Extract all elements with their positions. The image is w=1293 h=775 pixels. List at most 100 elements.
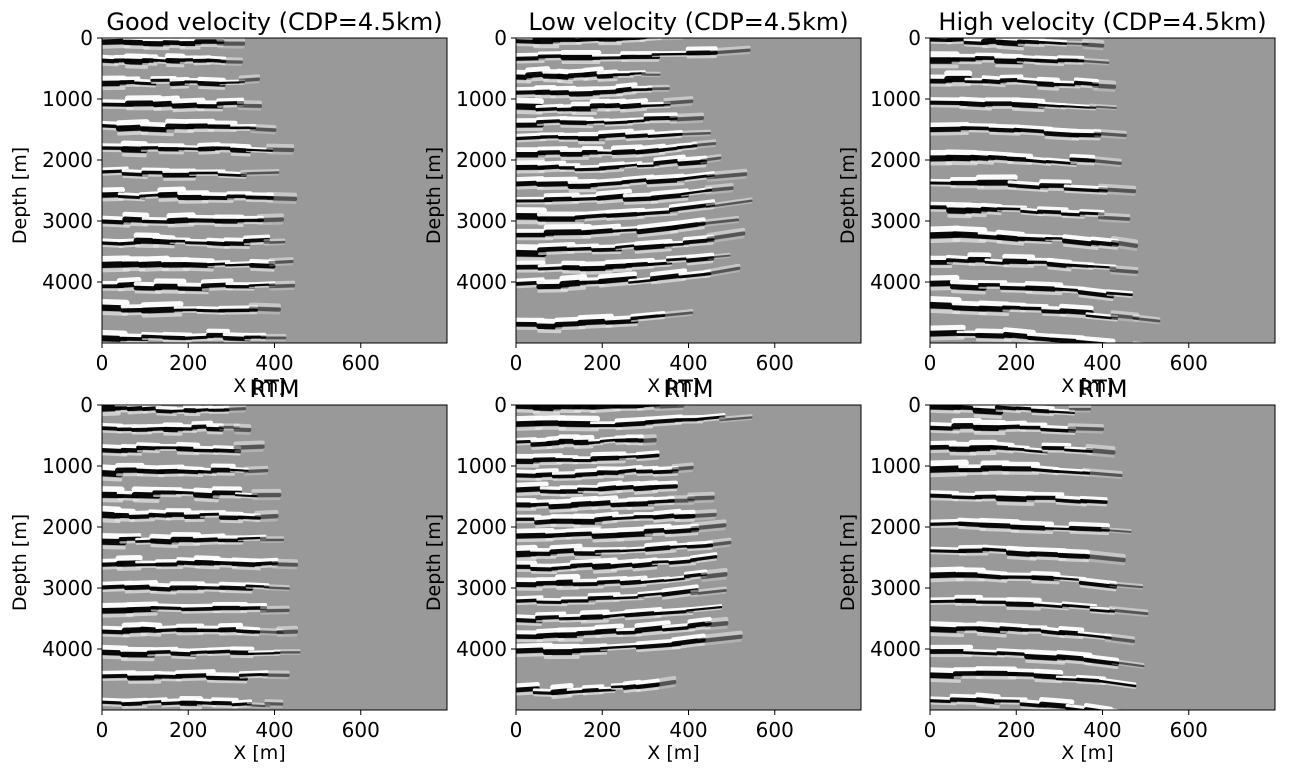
panel-title: Low velocity (CDP=4.5km) <box>528 8 848 36</box>
reflector-event <box>671 465 694 472</box>
reflector-event <box>249 311 281 315</box>
reflector-event <box>229 147 252 154</box>
reflector-event <box>1081 42 1105 48</box>
reflector-event <box>121 152 147 158</box>
reflector-event <box>217 622 244 629</box>
reflector-event <box>571 652 608 656</box>
reflector-event <box>1057 548 1091 555</box>
reflector-event <box>699 156 722 162</box>
reflector-event <box>638 400 658 402</box>
reflector-event <box>974 692 1001 700</box>
reflector-event <box>1058 625 1085 632</box>
reflector-event <box>707 252 731 257</box>
reflector-event <box>169 80 190 86</box>
reflector-event <box>688 626 711 632</box>
reflector-event <box>637 213 678 218</box>
reflector-event <box>1108 608 1149 616</box>
seismic-image <box>516 400 753 700</box>
reflector-event <box>102 223 131 228</box>
reflector-event <box>236 633 260 637</box>
reflector-event <box>240 171 280 175</box>
x-axis-label: X [m] <box>233 375 285 397</box>
reflector-event <box>1075 335 1116 343</box>
reflector-event <box>116 277 142 284</box>
reflector-event <box>1038 38 1068 43</box>
reflector-event <box>604 123 633 127</box>
reflector-event <box>102 38 132 40</box>
reflector-event <box>1111 663 1145 669</box>
reflector-event <box>140 301 184 309</box>
reflector-event <box>653 517 681 523</box>
reflector-event <box>516 557 537 562</box>
reflector-event <box>536 160 567 167</box>
reflector-event <box>687 495 715 501</box>
reflector-event <box>1045 162 1077 167</box>
reflector-event <box>1109 268 1139 274</box>
reflector-event <box>254 565 278 569</box>
x-tick-label: 600 <box>756 718 794 742</box>
reflector-event <box>575 38 599 40</box>
reflector-event <box>559 274 588 282</box>
reflector-event <box>676 147 697 152</box>
reflector-event <box>594 623 625 630</box>
reflector-event <box>1109 611 1148 618</box>
reflector-event <box>652 488 678 493</box>
reflector-event <box>230 152 251 157</box>
reflector-event <box>1073 80 1099 87</box>
reflector-event <box>1005 597 1042 603</box>
reflector-event <box>1048 408 1076 412</box>
reflector-event <box>550 682 574 691</box>
reflector-event <box>690 588 727 596</box>
reflector-event <box>635 453 660 459</box>
reflector-event <box>1094 135 1127 140</box>
reflector-event <box>690 592 727 598</box>
x-tick-label: 0 <box>96 718 109 742</box>
reflector-event <box>580 619 609 624</box>
reflector-event <box>591 460 626 465</box>
reflector-event <box>1104 639 1135 646</box>
reflector-event <box>247 706 270 709</box>
reflector-event <box>618 161 643 166</box>
reflector-event <box>1038 40 1068 45</box>
reflector-event <box>240 169 280 173</box>
reflector-event <box>1061 44 1089 47</box>
reflector-event <box>238 77 260 83</box>
reflector-event <box>205 55 227 60</box>
reflector-event <box>647 496 675 501</box>
reflector-event <box>1069 530 1110 536</box>
reflector-event <box>696 630 743 640</box>
reflector-event <box>1002 253 1036 260</box>
reflector-event <box>1081 38 1105 45</box>
reflector-event <box>102 405 120 406</box>
reflector-event <box>663 523 700 531</box>
panel-1: 0 200 400 600 0 1000 2000 3000 4000 X [m] Depth [m… <box>9 8 448 397</box>
reflector-event <box>704 182 734 190</box>
reflector-event <box>663 99 694 105</box>
reflector-event <box>231 702 253 707</box>
x-tick-label: 200 <box>997 718 1035 742</box>
reflector-event <box>248 654 281 657</box>
reflector-event <box>629 70 646 73</box>
reflector-event <box>266 191 298 198</box>
y-axis-label: Depth [m] <box>423 147 445 244</box>
reflector-event <box>1089 107 1117 111</box>
reflector-event <box>636 164 660 168</box>
reflector-event <box>652 675 677 684</box>
reflector-event <box>120 146 149 153</box>
reflector-event <box>151 238 176 245</box>
reflector-event <box>1007 183 1049 190</box>
reflector-event <box>245 582 270 586</box>
reflector-event <box>1030 570 1061 577</box>
reflector-event <box>271 558 298 564</box>
reflector-event <box>670 120 704 125</box>
reflector-event <box>102 411 121 417</box>
reflector-event <box>266 200 297 205</box>
reflector-event <box>993 696 1028 701</box>
reflector-event <box>590 184 630 190</box>
reflector-event <box>141 312 183 318</box>
reflector-event <box>1033 668 1064 676</box>
reflector-event <box>1067 426 1104 432</box>
x-tick-label: 200 <box>169 351 207 375</box>
reflector-event <box>1053 82 1081 87</box>
reflector-event <box>257 222 284 226</box>
